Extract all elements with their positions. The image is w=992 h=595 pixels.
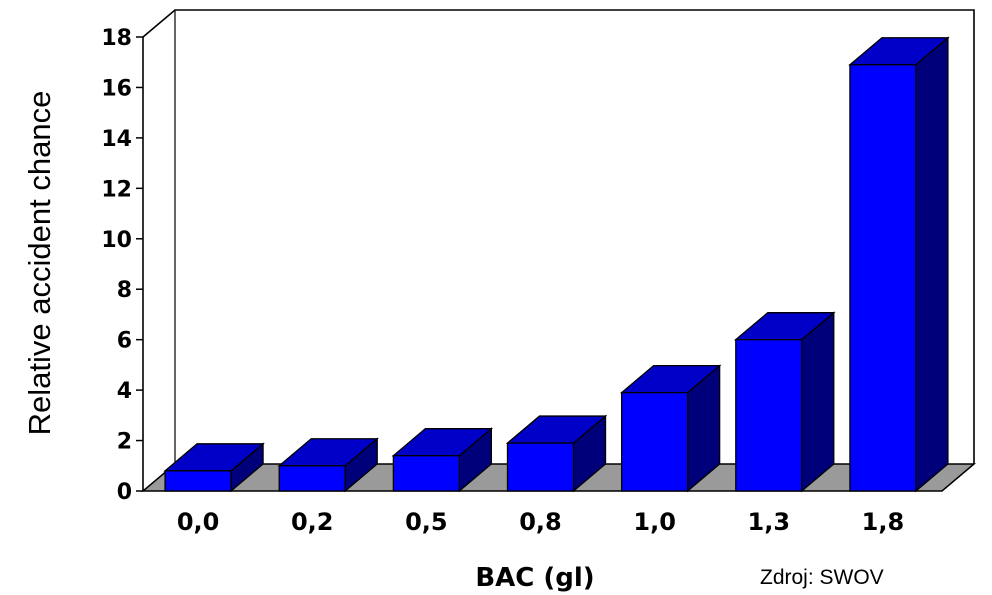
bar: [391, 427, 494, 493]
bar-front: [392, 455, 461, 492]
bar: [505, 414, 608, 493]
x-tick-label: 1,0: [633, 508, 676, 536]
back-wall-outline: [142, 9, 975, 464]
x-tick-label: 0,0: [177, 508, 220, 536]
x-tick-label: 1,3: [748, 508, 791, 536]
y-tick-label: 16: [101, 76, 132, 101]
bar-front: [849, 64, 917, 492]
x-tick-label: 1,8: [862, 508, 905, 536]
y-tick-label: 6: [117, 329, 132, 354]
x-tick-label: 0,2: [291, 508, 334, 536]
y-tick-label: 10: [101, 228, 132, 253]
bar: [734, 311, 836, 493]
source-note: Zdroj: SWOV: [760, 566, 884, 589]
y-tick-label: 4: [117, 379, 132, 404]
bar-side: [801, 311, 835, 493]
x-tick-label: 0,8: [519, 508, 562, 536]
bar: [163, 442, 265, 493]
bar: [277, 437, 379, 493]
y-axis-title: Relative accident chance: [22, 91, 57, 436]
y-tick-label: 14: [101, 127, 132, 152]
y-tick-label: 8: [117, 278, 132, 303]
y-tick-label: 12: [101, 177, 132, 202]
bar-series: [163, 36, 950, 493]
bar-front: [506, 442, 575, 492]
y-tick-label: 18: [101, 26, 132, 51]
chart-frame: [142, 9, 975, 491]
bar-side: [915, 36, 949, 493]
y-tick-label: 2: [117, 430, 132, 455]
y-axis-ticks: 0 2 4 6 8 10 12 14 16 18: [101, 26, 143, 505]
bar-front: [278, 465, 346, 492]
y-tick-label: 0: [117, 480, 132, 505]
bar-front: [620, 391, 689, 492]
x-axis-ticks: 0,0 0,2 0,5 0,8 1,0 1,3 1,8: [177, 508, 904, 536]
bar: [848, 36, 950, 493]
bar: [619, 364, 722, 493]
bar-front: [164, 470, 232, 492]
bar-front: [735, 339, 803, 492]
x-tick-label: 0,5: [405, 508, 448, 536]
x-axis-title: BAC (gl): [475, 563, 594, 593]
